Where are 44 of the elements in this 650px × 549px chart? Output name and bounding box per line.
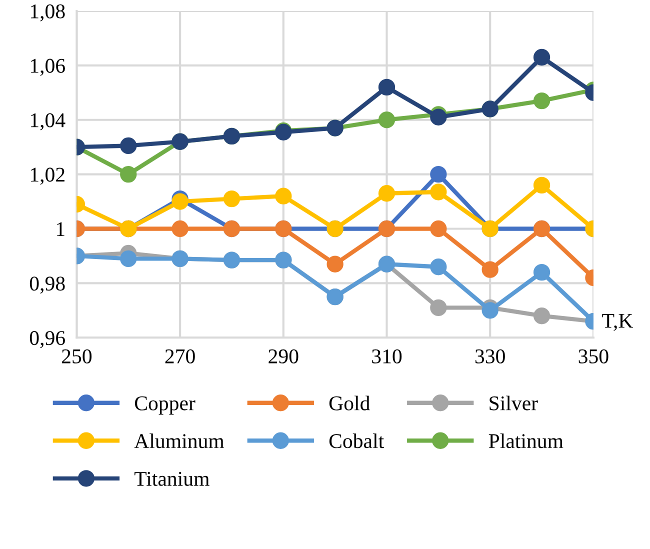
legend-label: Platinum <box>488 433 564 448</box>
legend-label: Aluminum <box>134 433 224 448</box>
point <box>223 190 240 208</box>
point <box>482 302 498 319</box>
x-axis-title: T,K <box>602 314 634 331</box>
y-tick-label: 1,06 <box>30 58 65 76</box>
point <box>482 261 498 278</box>
point <box>378 112 396 128</box>
y-tick-label: 1,08 <box>30 4 65 22</box>
point <box>533 176 550 194</box>
point <box>430 299 447 316</box>
point <box>120 137 137 154</box>
point <box>533 92 550 110</box>
y-tick-label: 1,02 <box>30 168 64 185</box>
y-tick-label: 0,98 <box>30 276 65 294</box>
point <box>120 250 137 268</box>
point <box>533 48 550 66</box>
point <box>430 258 447 276</box>
point <box>172 220 188 238</box>
point <box>120 166 137 183</box>
point <box>533 264 550 281</box>
point <box>430 166 447 183</box>
x-tick-label: 330 <box>475 349 505 364</box>
point <box>378 185 396 202</box>
x-tick-label: 310 <box>372 349 402 364</box>
point <box>275 188 292 204</box>
point <box>172 193 188 210</box>
legend-label: Gold <box>329 396 370 410</box>
x-tick-label: 350 <box>578 349 608 364</box>
point <box>430 184 447 200</box>
legend-label: Cobalt <box>329 433 384 448</box>
y-tick-label: 0,96 <box>30 331 65 348</box>
point <box>430 220 447 238</box>
point <box>533 308 550 324</box>
x-tick-label: 270 <box>165 349 195 364</box>
legend-label: Silver <box>490 396 538 410</box>
x-tick-label: 290 <box>268 349 298 364</box>
point <box>326 256 344 272</box>
legend-label: Copper <box>134 396 196 415</box>
legend-label: Titanium <box>134 472 210 486</box>
y-tick-label: 1 <box>57 222 64 236</box>
point <box>378 78 396 96</box>
x-tick-label: 250 <box>62 349 92 364</box>
y-tick-label: 1,04 <box>30 113 66 130</box>
